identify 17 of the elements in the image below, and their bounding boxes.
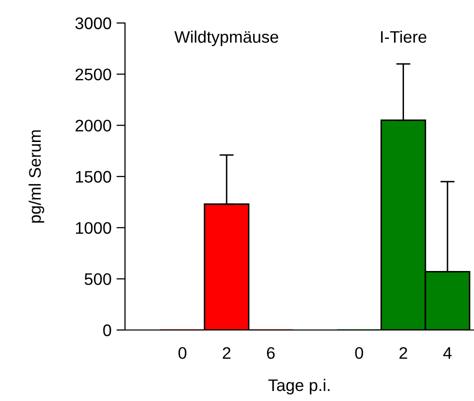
x-tick-label: 6 <box>266 347 275 359</box>
x-tick-label: 0 <box>355 347 364 359</box>
y-tick-label: 1500 <box>76 170 112 183</box>
x-tick-label: 2 <box>400 347 408 359</box>
y-tick-label: 500 <box>84 273 112 286</box>
annotation: Wildtypmäuse <box>174 30 278 46</box>
y-tick-label: 3000 <box>75 17 112 30</box>
x-tick-label: 0 <box>178 347 186 359</box>
y-tick-label: 2000 <box>76 120 112 132</box>
y-tick-label: 2500 <box>76 68 112 80</box>
x-tick-label: 4 <box>443 347 452 359</box>
y-tick-label: 0 <box>103 324 112 336</box>
y-tick-label: 1000 <box>76 222 112 234</box>
x-tick-label: 2 <box>222 347 230 359</box>
y-axis-title: pg/ml Serum <box>28 130 44 223</box>
x-axis-title: Tage p.i. <box>268 378 330 394</box>
annotation: I-Tiere <box>381 30 426 43</box>
